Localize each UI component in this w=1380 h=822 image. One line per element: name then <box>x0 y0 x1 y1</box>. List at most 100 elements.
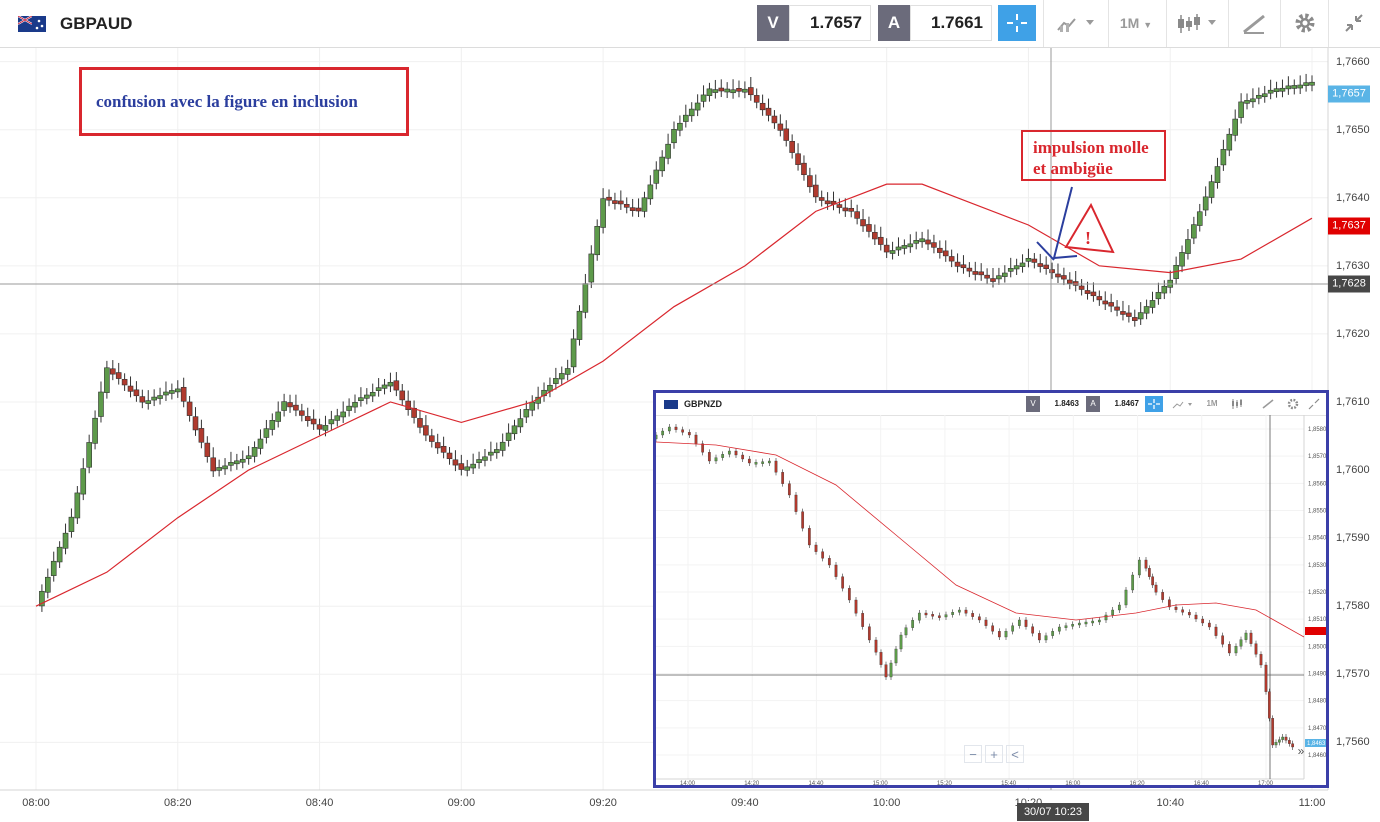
inset-buy-price[interactable]: 1.8467 <box>1114 399 1139 408</box>
candle-body <box>824 200 831 205</box>
candle-body <box>157 395 163 399</box>
inset-candle-body <box>1147 568 1151 577</box>
inset-timeframe-dropdown[interactable]: 1M <box>1199 396 1225 412</box>
gear-icon[interactable] <box>1288 5 1322 41</box>
candle-body <box>795 153 801 165</box>
candle-body <box>759 102 766 111</box>
buy-button[interactable]: A <box>878 5 910 41</box>
inset-crosshair-icon[interactable] <box>1145 396 1163 412</box>
inset-buy-button[interactable]: A <box>1086 396 1100 412</box>
moving-average-line <box>35 183 1313 607</box>
candle-body <box>1191 224 1197 239</box>
candle-body <box>423 425 429 436</box>
drawing-icon[interactable] <box>1234 5 1274 41</box>
candle-body <box>736 88 742 92</box>
candle-body <box>1031 258 1038 263</box>
candle-body <box>1037 263 1044 267</box>
inset-last-price-tag <box>1305 739 1326 747</box>
collapse-icon[interactable] <box>1336 5 1372 41</box>
inset-x-tick-label: 14:20 <box>744 781 760 785</box>
candle-body <box>1061 275 1067 280</box>
candle-body <box>1049 269 1055 274</box>
y-tick-label: 1,7590 <box>1336 532 1370 545</box>
candle-body <box>1013 265 1020 270</box>
inset-candle-body <box>1091 620 1095 624</box>
candle-body <box>925 239 931 245</box>
candle-body <box>204 442 211 457</box>
candle-body <box>287 402 293 408</box>
buy-price[interactable]: 1.7661 <box>910 5 992 41</box>
share-icon[interactable]: < <box>1006 745 1024 763</box>
inset-gear-icon[interactable] <box>1284 396 1302 412</box>
crosshair-icon[interactable] <box>998 5 1036 41</box>
candle-body <box>801 162 807 176</box>
scroll-right-button[interactable]: » <box>1297 744 1305 758</box>
candle-body <box>1007 268 1014 272</box>
candle-body <box>1078 285 1085 290</box>
candle-body <box>742 88 748 93</box>
moving-average-tag: 1,7637 <box>1328 217 1370 235</box>
candle-body <box>1256 94 1262 99</box>
inset-candle-body <box>991 625 995 632</box>
candle-body <box>145 400 152 404</box>
inset-ma-tag <box>1305 627 1326 635</box>
candle-body <box>1244 100 1250 104</box>
inset-chart-gbpnzd: GBPNZD V 1.8463 A 1.8467 1M 1,8580 1,8570… <box>653 390 1329 788</box>
inset-candle-body <box>1124 589 1128 606</box>
candle-body <box>98 391 104 417</box>
candle-body <box>263 428 270 438</box>
inset-indicators-icon[interactable] <box>1170 396 1196 412</box>
inset-candle-body <box>701 443 705 453</box>
candle-body <box>1084 290 1091 294</box>
timeframe-dropdown[interactable]: 1M ▼ <box>1112 5 1160 41</box>
inset-drawing-icon[interactable] <box>1258 396 1278 412</box>
indicators-icon[interactable] <box>1050 5 1102 41</box>
candle-body <box>228 462 234 466</box>
sell-price[interactable]: 1.7657 <box>789 5 871 41</box>
inset-candle-body <box>879 652 883 665</box>
candle-body <box>434 442 441 449</box>
candle-body <box>877 236 884 245</box>
inset-price-chart[interactable]: 1,8580 1,8570 1,8560 1,8550 1,8540 1,8530 1,85… <box>656 415 1326 785</box>
candle-body <box>789 141 795 153</box>
candle-body <box>133 389 140 397</box>
candle-body <box>1102 300 1109 305</box>
inset-sell-price[interactable]: 1.8463 <box>1054 399 1079 408</box>
inset-candle-body <box>781 472 785 484</box>
candle-body <box>281 401 287 411</box>
candle-body <box>346 405 352 411</box>
inset-sell-button[interactable]: V <box>1026 396 1040 412</box>
candle-body <box>730 89 736 94</box>
candle-body <box>688 108 695 117</box>
candle-body <box>889 250 896 254</box>
candle-body <box>553 378 559 384</box>
candle-body <box>529 401 536 411</box>
candle-body <box>753 95 760 103</box>
inset-candle-body <box>957 609 961 613</box>
y-tick-label: 1,7610 <box>1336 395 1370 408</box>
inset-candle-body <box>1277 739 1281 743</box>
inset-candle-body <box>964 609 968 614</box>
last-price-tag: 1,7657 <box>1328 85 1370 103</box>
annotation-text-impulsion: impulsion molle et ambigüe <box>1033 137 1161 179</box>
inset-collapse-icon[interactable] <box>1306 396 1322 412</box>
symbol-title: GBPAUD <box>60 14 133 33</box>
inset-candle-body <box>1004 631 1008 638</box>
candle-body <box>854 211 860 219</box>
sell-button[interactable]: V <box>757 5 789 41</box>
candle-body <box>1232 118 1239 136</box>
candle-body <box>812 184 819 198</box>
candle-body <box>358 397 364 401</box>
candle-body <box>488 451 494 456</box>
zoom-in-button[interactable]: + <box>985 745 1003 763</box>
inset-x-tick-label: 17:00 <box>1258 781 1274 785</box>
zoom-out-button[interactable]: − <box>964 745 982 763</box>
candle-body <box>653 169 660 184</box>
inset-candle-body <box>884 664 888 678</box>
candlestick-icon[interactable] <box>1170 5 1222 41</box>
y-tick-label: 1,7630 <box>1336 259 1370 272</box>
candle-body <box>322 425 329 431</box>
inset-toolbar: GBPNZD V 1.8463 A 1.8467 1M <box>656 393 1326 416</box>
candle-body <box>919 238 925 243</box>
inset-candlestick-icon[interactable] <box>1228 396 1254 412</box>
